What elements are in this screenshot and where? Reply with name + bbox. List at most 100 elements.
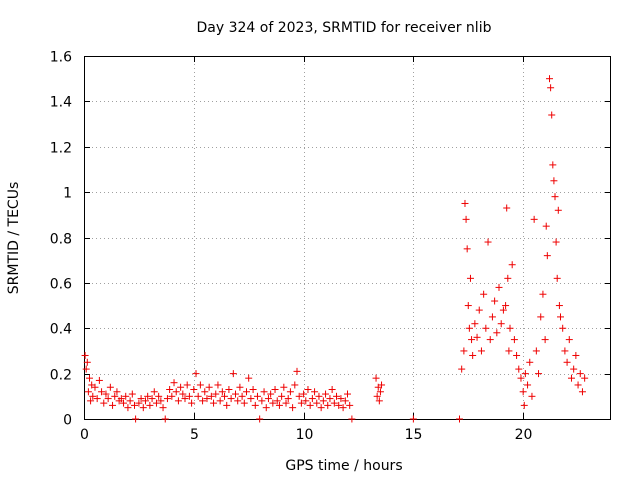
data-point [491,297,499,305]
data-point [234,397,242,405]
data-point [468,336,476,344]
x-tick-label: 5 [190,427,199,443]
data-point [144,392,152,400]
data-point [185,392,193,400]
data-point [506,324,514,332]
data-point [192,370,200,378]
y-tick-label: 0.8 [50,232,72,248]
data-point [168,392,176,400]
y-tick-label: 1.6 [50,50,72,66]
data-point [502,302,510,310]
data-point [155,392,163,400]
data-point [183,381,191,389]
data-point [190,386,198,394]
data-point [547,84,555,92]
data-point [102,390,110,398]
data-point [293,367,301,375]
data-point [330,399,338,407]
data-point [480,290,488,298]
data-point [549,161,557,169]
data-point [124,404,132,412]
data-point [348,415,356,423]
data-point [333,392,341,400]
data-point [570,365,578,373]
y-tick-labels: 0 0.2 0.4 0.6 0.8 1 1.2 1.4 1.6 [50,50,72,429]
data-point [482,324,490,332]
data-point [81,351,89,359]
data-point [409,415,417,423]
data-point [460,347,468,355]
data-point [493,329,501,337]
data-point [240,399,248,407]
data-point [373,392,381,400]
data-point [93,395,101,403]
data-point [521,370,529,378]
data-point [172,388,180,396]
data-point [205,383,213,391]
data-point [499,306,507,314]
data-point [163,395,171,403]
data-point [267,390,275,398]
data-point [317,404,325,412]
data-point [337,395,345,403]
data-point [565,336,573,344]
data-point [341,397,349,405]
data-point [85,374,93,382]
data-point [546,75,554,83]
data-point [225,386,233,394]
data-point [109,401,117,409]
data-point [245,374,253,382]
y-tick-label: 0.6 [50,277,72,293]
x-tick-label: 10 [296,427,314,443]
data-point [513,351,521,359]
data-point [462,215,470,223]
data-point [532,347,540,355]
data-point [539,290,547,298]
data-point [486,336,494,344]
data-point [100,399,108,407]
data-point [495,283,503,291]
data-point [304,386,312,394]
data-point [497,320,505,328]
data-point [212,390,220,398]
grid-lines [84,56,611,419]
data-point [458,365,466,373]
y-axis-label: SRMTID / TECUs [6,182,22,295]
data-point [311,388,319,396]
data-point [473,333,481,341]
data-point [174,397,182,405]
data-point [543,252,551,260]
y-tick-label: 0.2 [50,368,72,384]
data-point [550,177,558,185]
data-point [269,399,277,407]
data-point [139,404,147,412]
data-point [199,397,207,405]
data-point [194,392,202,400]
data-point [508,261,516,269]
data-point [113,388,121,396]
data-point [559,324,567,332]
data-point [117,395,125,403]
data-point [282,399,290,407]
data-point [335,401,343,409]
data-point [471,320,479,328]
data-point [537,313,545,321]
x-tick-label: 15 [405,427,423,443]
data-point [201,388,209,396]
data-point [295,392,303,400]
data-point [552,238,560,246]
data-point [273,397,281,405]
data-point [203,395,211,403]
data-point [223,401,231,409]
data-point [313,399,321,407]
data-point [262,404,270,412]
data-point [553,274,561,282]
data-point [271,386,279,394]
x-tick-label: 0 [80,427,89,443]
data-point [488,313,496,321]
data-point [466,274,474,282]
data-point [463,245,471,253]
data-point [98,388,106,396]
data-point [218,388,226,396]
data-point [166,386,174,394]
